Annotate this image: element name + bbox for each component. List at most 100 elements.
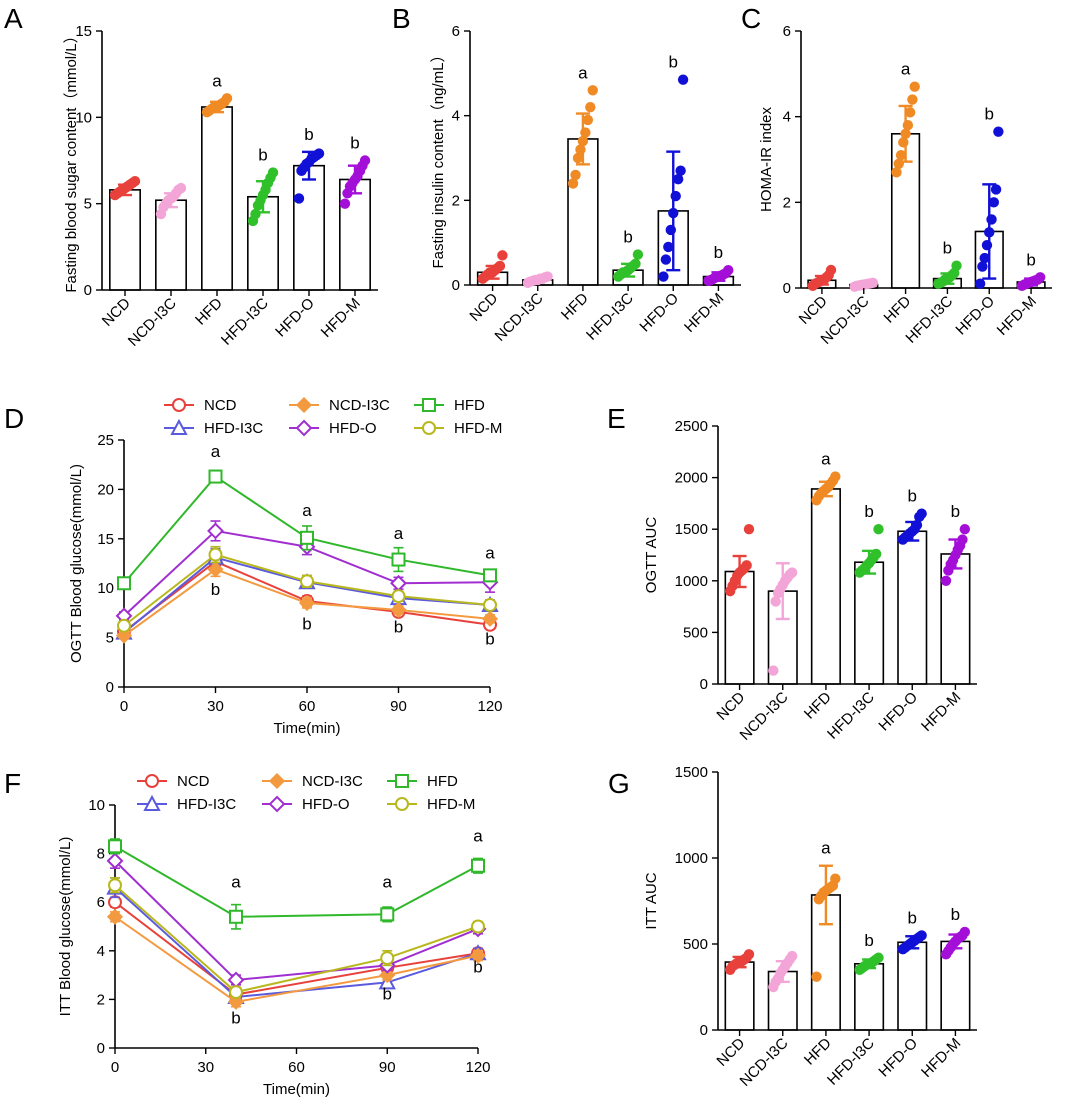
- legend-label-ncd-i3c: NCD-I3C: [329, 397, 390, 414]
- data-point-hfd-o: [990, 184, 1002, 195]
- data-point-hfd-i3c: [873, 952, 884, 963]
- data-point-ncd: [494, 260, 506, 272]
- data-point-ncd-i3c: [481, 610, 499, 627]
- x-tick-label: 30: [207, 698, 224, 715]
- data-point-hfd-m: [359, 155, 371, 166]
- x-tick-label: HFD-O: [636, 290, 682, 336]
- data-point-hfd: [902, 120, 914, 131]
- x-tick-label: HFD-I3C: [824, 689, 878, 743]
- data-point-hfd: [483, 568, 497, 583]
- y-tick-label: 2: [452, 192, 460, 209]
- data-point-hfd-o: [390, 574, 407, 592]
- significance-letter: b: [350, 134, 359, 153]
- x-tick-label: 120: [465, 1059, 490, 1076]
- series-line-hfd-m: [114, 884, 479, 994]
- y-axis-label: HOMA-IR index: [758, 106, 775, 212]
- y-tick-label: 1500: [675, 764, 708, 781]
- y-tick-label: 1000: [675, 850, 708, 867]
- significance-letter: b: [985, 105, 994, 124]
- y-tick-label: 4: [97, 943, 105, 960]
- significance-letter: a: [211, 442, 221, 461]
- data-point-hfd: [221, 93, 233, 104]
- y-tick-label: 2000: [675, 470, 708, 487]
- significance-letter: b: [485, 630, 494, 649]
- data-point-ncd-i3c: [115, 627, 133, 644]
- panel-label-b: B: [392, 3, 411, 34]
- data-point-hfd-o: [916, 508, 927, 519]
- panel-label-e: E: [607, 403, 626, 434]
- x-tick-label: HFD-O: [875, 1035, 921, 1081]
- series-line-ncd-i3c: [114, 915, 479, 1003]
- x-tick-label: 120: [477, 698, 502, 715]
- x-tick-label: NCD: [99, 295, 134, 330]
- data-point-hfd: [907, 94, 918, 105]
- significance-letter: a: [473, 826, 483, 845]
- y-tick-label: 0: [700, 1022, 708, 1039]
- chart-f-itt-lines: 0 2 4 6 8 10 0 30 60 90 120 Time(min) ITT Blood gluc…: [57, 772, 491, 1098]
- significance-letter: b: [864, 502, 873, 521]
- x-tick-label: HFD-O: [875, 689, 921, 735]
- y-tick-label: 10: [88, 797, 105, 814]
- y-tick-label: 6: [452, 23, 460, 40]
- legend-label-hfd-m: HFD-M: [427, 796, 475, 813]
- significance-letter: b: [302, 615, 311, 634]
- data-point-hfd-o: [313, 148, 325, 159]
- data-point-hfd-m: [959, 524, 971, 535]
- x-tick-label: HFD: [881, 293, 915, 327]
- significance-letter: b: [231, 1009, 240, 1028]
- significance-letter: b: [908, 908, 917, 927]
- data-point-hfd: [891, 167, 902, 178]
- significance-letter: a: [302, 501, 312, 520]
- x-tick-label: NCD-I3C: [125, 295, 180, 350]
- legend-marker-ncd-i3c: [268, 772, 286, 790]
- y-tick-label: 0: [452, 277, 460, 294]
- x-tick-label: 0: [120, 698, 128, 715]
- data-point-ncd: [743, 524, 755, 535]
- data-point-hfd-m: [471, 919, 485, 934]
- significance-letter: b: [623, 228, 632, 247]
- data-point-hfd-o: [106, 852, 124, 870]
- y-tick-label: 15: [75, 23, 92, 40]
- x-tick-label: HFD-M: [918, 1035, 964, 1081]
- legend-marker-hfd-i3c: [143, 794, 161, 811]
- data-point-hfd: [582, 114, 594, 126]
- x-tick-label: NCD-I3C: [492, 290, 547, 345]
- x-tick-label: HFD-M: [918, 689, 964, 735]
- x-tick-label: HFD: [801, 689, 835, 723]
- y-axis-label: OGTT Blood glucose(mmol/L): [68, 464, 85, 663]
- x-tick-label: NCD: [713, 689, 748, 724]
- data-point-hfd: [567, 178, 579, 189]
- y-tick-label: 25: [97, 432, 114, 449]
- significance-letter: a: [212, 71, 222, 90]
- data-point-ncd-i3c: [770, 596, 781, 607]
- y-tick-label: 2500: [675, 418, 708, 435]
- panel-label-c: C: [741, 3, 761, 34]
- series-line-hfd: [114, 845, 479, 918]
- data-point-ncd-i3c: [786, 950, 798, 962]
- data-point-hfd-m: [108, 878, 122, 893]
- y-tick-label: 5: [84, 196, 92, 213]
- y-tick-label: 0: [97, 1040, 105, 1057]
- significance-letter: b: [383, 984, 392, 1003]
- legend-marker-hfd-m: [422, 421, 436, 435]
- y-tick-label: 4: [452, 108, 460, 125]
- svg-text:B: B: [392, 3, 411, 34]
- data-point-hfd-o: [986, 214, 997, 225]
- y-tick-label: 500: [683, 624, 708, 641]
- data-point-hfd: [391, 552, 406, 567]
- panel-label-f: F: [4, 768, 21, 799]
- data-point-ncd-i3c: [298, 594, 316, 612]
- x-tick-label: 30: [197, 1059, 214, 1076]
- data-point-hfd: [585, 102, 596, 113]
- data-point-ncd-i3c: [106, 908, 124, 925]
- x-tick-label: HFD-O: [952, 293, 998, 339]
- significance-letter: b: [864, 931, 873, 950]
- significance-letter: b: [394, 618, 403, 637]
- data-point-hfd-o: [293, 193, 305, 204]
- y-axis-label: ITT AUC: [643, 872, 660, 929]
- series-line-hfd-o: [114, 860, 479, 982]
- y-tick-label: 1000: [675, 573, 708, 590]
- x-axis-label: Time(min): [263, 1081, 330, 1098]
